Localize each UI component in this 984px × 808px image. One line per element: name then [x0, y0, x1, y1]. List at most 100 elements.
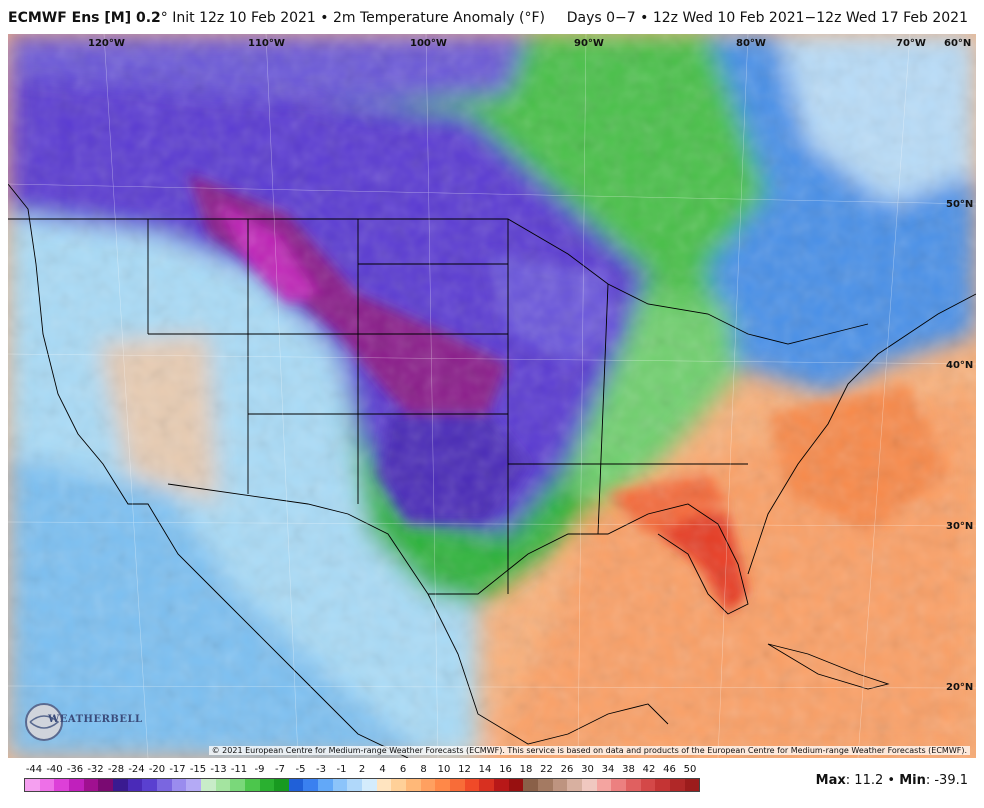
meridian-70w	[857, 34, 911, 758]
colorbar-tick-label: -44	[25, 764, 43, 775]
colorbar-swatch	[112, 779, 128, 791]
colorbar-tick-label: -36	[66, 764, 84, 775]
colorbar-swatch	[54, 779, 69, 791]
colorbar-swatch	[186, 779, 201, 791]
colorbar-tick-label: -9	[254, 764, 265, 775]
colorbar-swatch	[362, 779, 377, 791]
colorbar-tick-label: 18	[519, 764, 533, 775]
colorbar-swatch	[83, 779, 99, 791]
map-title: ECMWF Ens [M] 0.2° Init 12z 10 Feb 2021 …	[8, 10, 545, 26]
lon-label-80w: 80°W	[736, 38, 766, 49]
colorbar-tick-label: 38	[622, 764, 635, 775]
colorbar-tick-label: 12	[458, 764, 471, 775]
colorbar-tick-label: -24	[128, 764, 145, 775]
meridian-90w	[577, 34, 587, 758]
lat-label-50n: 50°N	[946, 199, 974, 210]
colorbar-tick-label: 22	[540, 764, 553, 775]
colorbar-swatch	[464, 779, 480, 791]
colorbar-swatch	[435, 779, 451, 791]
state-line-1	[147, 219, 748, 594]
colorbar-swatch	[274, 779, 289, 791]
colorbar-swatch	[391, 779, 407, 791]
colorbar-swatch	[127, 779, 143, 791]
colorbar-tick-label: 10	[437, 764, 451, 775]
colorbar-tick-label: 14	[478, 764, 492, 775]
temperature-anomaly-map[interactable]: 120°W 110°W 100°W 90°W 80°W 70°W 60°N 50…	[8, 34, 976, 758]
lat-label-20n: 20°N	[946, 682, 974, 693]
colorbar-swatch	[581, 779, 597, 791]
colorbar-tick-label: 8	[420, 764, 427, 775]
colorbar-tick-labels: -44 -40 -36 -32 -28 -24 -20 -17 -15 -13 -11 -9 -7 -5-…	[24, 764, 700, 778]
parallel-20n	[8, 685, 976, 689]
colorbar-swatch	[640, 779, 656, 791]
degree-mark: °	[160, 10, 168, 26]
colorbar-swatch	[669, 779, 685, 791]
parallel-50n	[8, 183, 976, 205]
title-bullet: •	[315, 10, 333, 26]
colorbar-swatch	[25, 779, 40, 791]
weatherbell-logo: WEATHERBELL	[22, 700, 142, 744]
colorbar-swatch	[156, 779, 172, 791]
map-canvas[interactable]	[8, 34, 976, 758]
init-time: Init 12z 10 Feb 2021	[172, 10, 316, 26]
colorbar-tick-label: 26	[560, 764, 574, 775]
meridian-80w	[717, 34, 749, 758]
colorbar-swatch	[684, 779, 700, 791]
colorbar-tick-label: -20	[148, 764, 166, 775]
colorbar-swatch	[230, 779, 245, 791]
stats-separator: •	[883, 773, 900, 788]
lat-label-60n: 60°N	[944, 38, 972, 49]
colorbar-swatch	[39, 779, 55, 791]
cuba-outline	[767, 643, 890, 690]
model-name: ECMWF Ens [M] 0.2	[8, 10, 161, 26]
political-borders	[8, 183, 976, 758]
colorbar-swatch	[376, 779, 392, 791]
colorbar-swatch	[479, 779, 494, 791]
colorbar-swatch	[611, 779, 626, 791]
colorbar-tick-label: 34	[601, 764, 615, 775]
canada-border	[8, 218, 869, 345]
colorbar-tick-label: -5	[295, 764, 306, 775]
colorbar-swatch	[244, 779, 260, 791]
colorbar-tick-label: -13	[210, 764, 227, 775]
logo-globe-icon	[25, 703, 63, 741]
max-value: : 11.2	[845, 773, 884, 788]
lon-label-120w: 120°W	[88, 38, 125, 49]
colorbar-swatch	[68, 779, 84, 791]
colorbar-tick-label: 6	[399, 764, 407, 775]
graticule	[8, 34, 976, 758]
colorbar-tick-label: -11	[230, 764, 248, 775]
colorbar-tick-label: 50	[683, 764, 697, 775]
colorbar-swatch	[406, 779, 421, 791]
max-label: Max	[815, 773, 846, 788]
colorbar-swatch	[215, 779, 231, 791]
west-coastline	[8, 183, 409, 758]
colorbar-swatch	[142, 779, 157, 791]
max-min-readout: Max: 11.2 • Min: -39.1	[816, 773, 968, 788]
colorbar-tick-label: 46	[663, 764, 676, 775]
colorbar-tick-label: 2	[358, 764, 366, 775]
colorbar-swatch	[332, 779, 348, 791]
colorbar-swatch	[347, 779, 363, 791]
colorbar-swatch	[523, 779, 538, 791]
texture-overlay	[8, 34, 976, 758]
logo-text: WEATHERBELL	[48, 714, 143, 725]
colorbar-tick-label: -15	[189, 764, 207, 775]
colorbar-swatch	[625, 779, 641, 791]
colorbar-swatch	[259, 779, 275, 791]
colorbar-swatch	[494, 779, 509, 791]
colorbar-tick-label: -1	[336, 764, 347, 775]
east-coastline	[747, 293, 976, 575]
lon-label-100w: 100°W	[410, 38, 447, 49]
colorbar-tick-label: -3	[316, 764, 326, 775]
colorbar-tick-label: 4	[379, 764, 386, 775]
lon-label-90w: 90°W	[574, 38, 604, 49]
lat-label-40n: 40°N	[946, 360, 974, 371]
colorbar-swatch	[508, 779, 524, 791]
min-label: Min	[899, 773, 926, 788]
colorbar-swatch	[450, 779, 465, 791]
lon-label-110w: 110°W	[248, 38, 285, 49]
colorbar-swatch	[288, 779, 304, 791]
field-name: 2m Temperature Anomaly (°F)	[333, 10, 545, 26]
parallel-40n	[8, 353, 976, 365]
